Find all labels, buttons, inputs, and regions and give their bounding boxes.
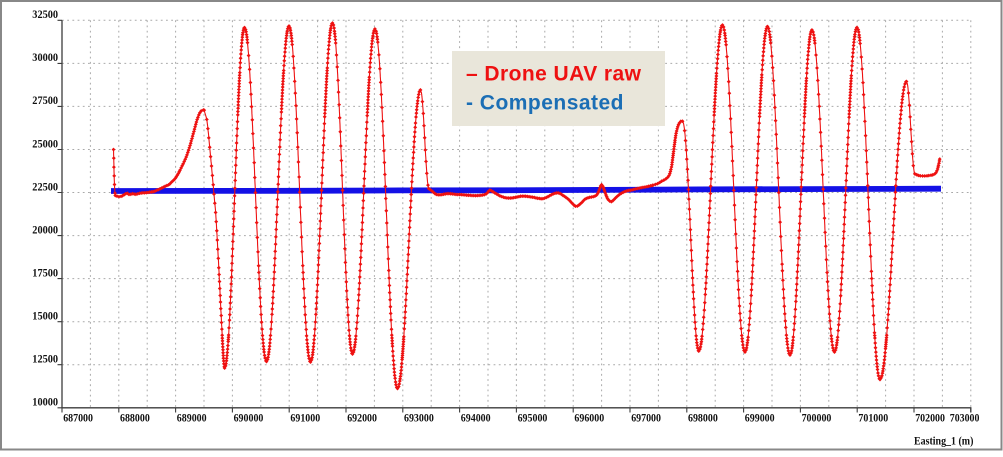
svg-text:25000: 25000 (32, 138, 58, 150)
svg-text:694000: 694000 (461, 413, 491, 425)
svg-text:697000: 697000 (631, 413, 661, 425)
svg-text:692000: 692000 (347, 413, 377, 425)
svg-text:702000: 702000 (915, 413, 945, 425)
svg-text:687000: 687000 (63, 413, 93, 425)
svg-text:691000: 691000 (290, 413, 320, 425)
svg-text:Easting_1 (m): Easting_1 (m) (914, 436, 974, 448)
svg-text:27500: 27500 (32, 95, 58, 107)
svg-text:703000: 703000 (950, 413, 980, 425)
svg-text:699000: 699000 (745, 413, 775, 425)
svg-text:– Drone UAV raw: – Drone UAV raw (466, 63, 642, 86)
svg-text:15000: 15000 (32, 311, 58, 323)
svg-text:698000: 698000 (688, 413, 718, 425)
svg-text:690000: 690000 (234, 413, 264, 425)
svg-text:12500: 12500 (32, 354, 58, 366)
svg-text:22500: 22500 (32, 181, 58, 193)
svg-text:701000: 701000 (858, 413, 888, 425)
svg-text:688000: 688000 (120, 413, 150, 425)
svg-text:689000: 689000 (177, 413, 207, 425)
svg-text:30000: 30000 (32, 52, 58, 64)
svg-text:10000: 10000 (32, 397, 58, 409)
svg-text:32500: 32500 (32, 9, 58, 21)
svg-text:17500: 17500 (32, 267, 58, 279)
svg-text:695000: 695000 (518, 413, 548, 425)
svg-text:700000: 700000 (802, 413, 832, 425)
svg-text:20000: 20000 (32, 224, 58, 236)
svg-text:696000: 696000 (574, 413, 604, 425)
svg-text:- Compensated: - Compensated (466, 92, 624, 115)
svg-text:693000: 693000 (404, 413, 434, 425)
